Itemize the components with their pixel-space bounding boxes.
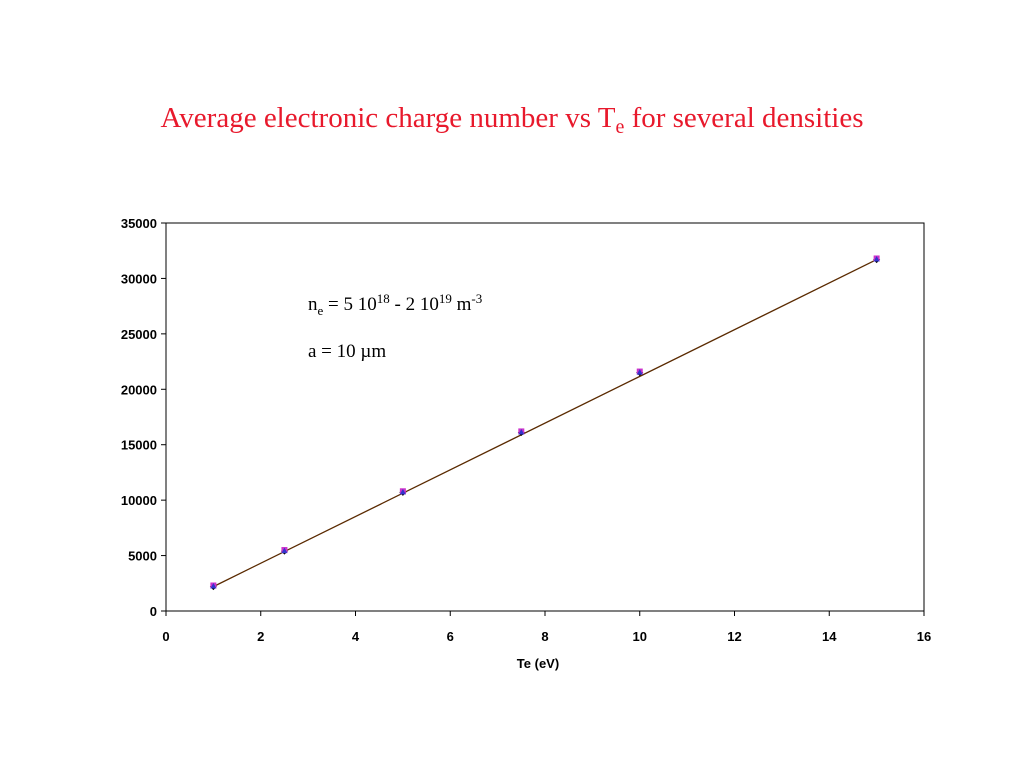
x-tick-label: 12 (727, 629, 741, 644)
x-axis-title: Te (eV) (517, 656, 559, 671)
y-tick-label: 30000 (121, 271, 157, 286)
series-2-point (873, 256, 880, 262)
y-tick-label: 35000 (121, 216, 157, 231)
x-tick-label: 4 (352, 629, 360, 644)
x-tick-label: 16 (917, 629, 931, 644)
radius-annotation: a = 10 µm (308, 341, 386, 362)
fit-line-layer (213, 258, 877, 588)
fit-line (213, 258, 877, 588)
density-n: n (308, 294, 318, 315)
x-tick-label: 8 (541, 629, 548, 644)
density-exp2: 19 (439, 291, 452, 306)
density-n-sub: e (318, 303, 324, 318)
series-2-point (636, 369, 643, 375)
density-exp1: 18 (377, 291, 390, 306)
y-tick-label: 10000 (121, 493, 157, 508)
series-2-point (210, 583, 217, 589)
x-tick-label: 0 (162, 629, 169, 644)
density-eq: = 5 10 (323, 294, 376, 315)
y-tick-label: 20000 (121, 382, 157, 397)
y-tick-label: 15000 (121, 438, 157, 453)
title-main: Average electronic charge number vs T (161, 102, 616, 134)
marker-layer (209, 255, 881, 591)
title-rest: for several densities (624, 102, 863, 134)
density-mid: - 2 10 (390, 294, 439, 315)
y-axis-ticks: 0 5000 10000 15000 20000 25000 30000 35000 (121, 216, 166, 619)
series-2-point (399, 488, 406, 495)
x-tick-label: 14 (822, 629, 837, 644)
plot-area (165, 222, 925, 612)
slide-title: Average electronic charge number vs Te f… (161, 102, 864, 138)
x-axis-ticks: 0 2 4 6 8 10 12 14 16 (162, 611, 931, 644)
series-2-point (281, 547, 288, 554)
y-tick-label: 5000 (128, 549, 157, 564)
y-tick-label: 0 (150, 604, 157, 619)
density-unit: m (452, 294, 472, 315)
x-tick-label: 2 (257, 629, 264, 644)
density-annotation: ne = 5 1018 - 2 1019 m-3 (308, 291, 482, 318)
x-tick-label: 6 (447, 629, 454, 644)
title-subscript: e (615, 116, 624, 138)
y-tick-label: 25000 (121, 327, 157, 342)
series-2-point (518, 428, 525, 435)
x-tick-label: 10 (633, 629, 647, 644)
density-exp3: -3 (471, 291, 482, 306)
